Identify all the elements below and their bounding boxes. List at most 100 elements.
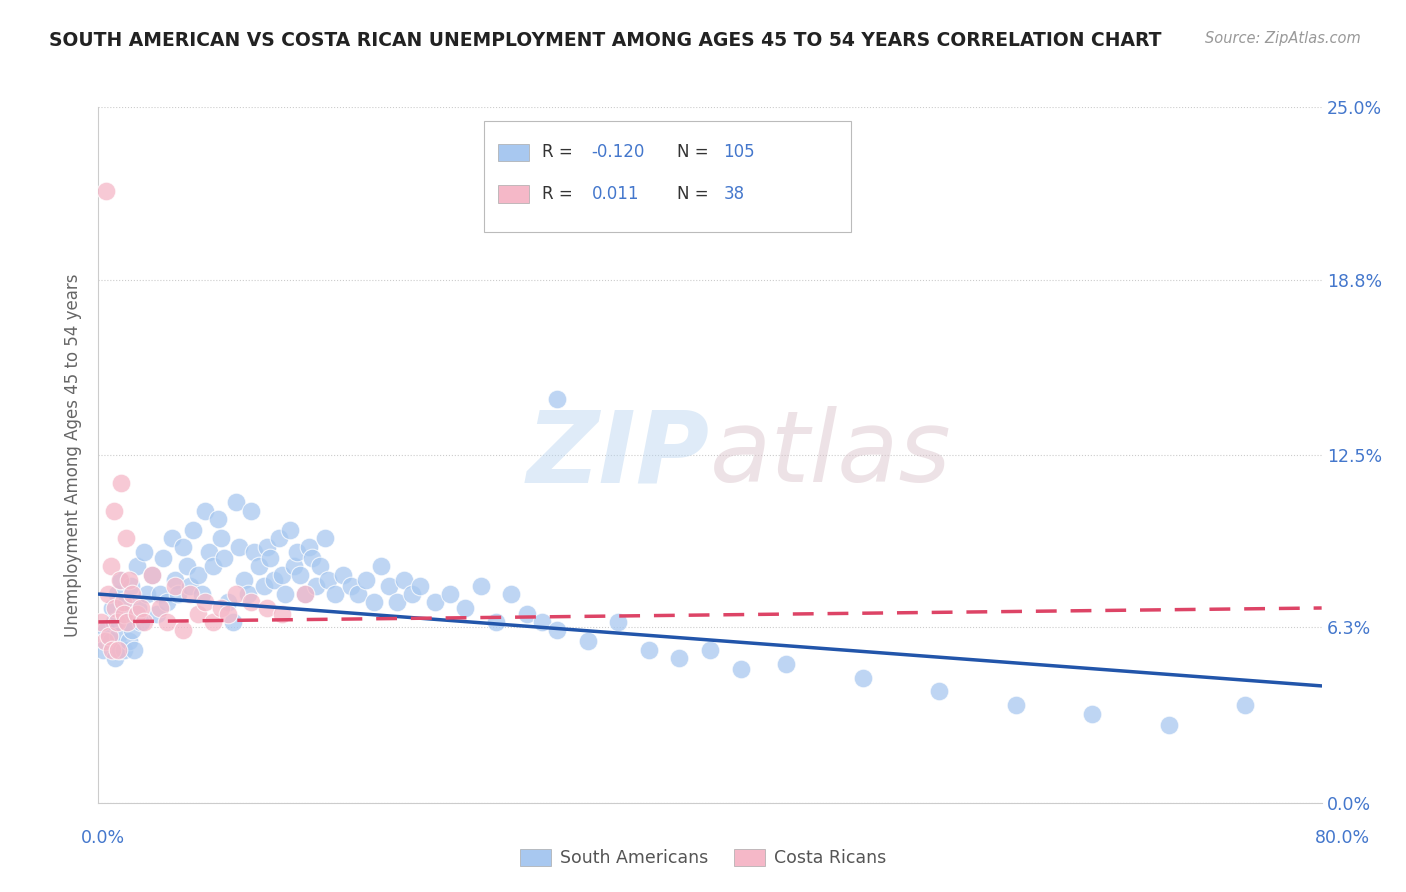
Point [115,595,138,609]
Point [232,573,254,587]
Point [278,523,301,537]
Point [134,545,156,559]
Point [125,559,148,574]
Point [121,624,143,638]
Point [90,615,112,629]
Point [179,587,201,601]
Point [638,642,661,657]
Point [141,567,163,582]
Point [546,392,568,407]
Point [117,615,139,629]
Point [576,634,599,648]
Text: Source: ZipAtlas.com: Source: ZipAtlas.com [1205,31,1361,46]
Text: 38: 38 [724,185,745,203]
Point [730,662,752,676]
Point [363,595,385,609]
Point [94,184,117,198]
Point [104,651,127,665]
FancyBboxPatch shape [498,186,529,202]
Point [105,587,128,601]
Point [1081,706,1104,721]
Point [270,567,294,582]
Point [370,559,392,574]
Point [156,615,179,629]
Point [439,587,461,601]
Point [91,642,114,657]
Point [181,523,204,537]
Point [136,587,159,601]
Point [103,503,125,517]
Point [209,601,232,615]
Point [107,642,129,657]
Point [378,579,401,593]
Point [294,587,316,601]
Point [104,601,127,615]
Point [122,642,145,657]
Point [339,579,361,593]
Point [187,607,209,621]
Point [118,634,141,648]
Point [149,601,172,615]
Point [100,559,122,574]
Point [225,587,247,601]
Point [325,587,347,601]
Point [156,595,179,609]
Point [247,559,270,574]
Point [108,573,131,587]
Point [423,595,446,609]
Point [110,475,132,490]
Point [501,587,523,601]
Point [347,587,370,601]
Point [107,629,129,643]
Point [152,550,174,565]
Point [101,642,124,657]
Text: ZIP: ZIP [527,407,710,503]
Point [225,495,247,509]
Point [775,657,797,671]
Point [212,550,235,565]
Point [93,634,115,648]
Point [163,579,186,593]
Point [141,567,163,582]
Point [270,607,294,621]
Text: R =: R = [543,144,578,161]
Point [94,624,117,638]
Point [179,579,201,593]
Point [121,587,143,601]
Point [699,642,721,657]
Point [191,587,214,601]
Point [283,559,305,574]
Point [103,615,125,629]
Point [852,671,875,685]
Point [240,595,263,609]
Point [172,540,194,554]
Point [112,642,135,657]
Point [301,550,323,565]
Text: 0.011: 0.011 [592,185,638,203]
Point [607,615,630,629]
Point [401,587,423,601]
Text: R =: R = [543,185,578,203]
Point [197,545,219,559]
Point [304,579,326,593]
Point [167,587,190,601]
Point [110,573,132,587]
Legend: South Americans, Costa Ricans: South Americans, Costa Ricans [513,842,893,874]
Point [354,573,377,587]
Point [1004,698,1026,713]
Point [240,503,263,517]
Point [485,615,508,629]
Point [285,545,308,559]
Point [274,587,297,601]
Point [125,607,148,621]
Text: N =: N = [678,144,714,161]
Point [217,607,239,621]
Point [256,540,278,554]
Point [222,615,245,629]
Point [217,595,239,609]
Point [408,579,430,593]
Text: 80.0%: 80.0% [1315,829,1371,847]
Point [105,615,128,629]
Point [176,559,198,574]
Point [129,601,152,615]
